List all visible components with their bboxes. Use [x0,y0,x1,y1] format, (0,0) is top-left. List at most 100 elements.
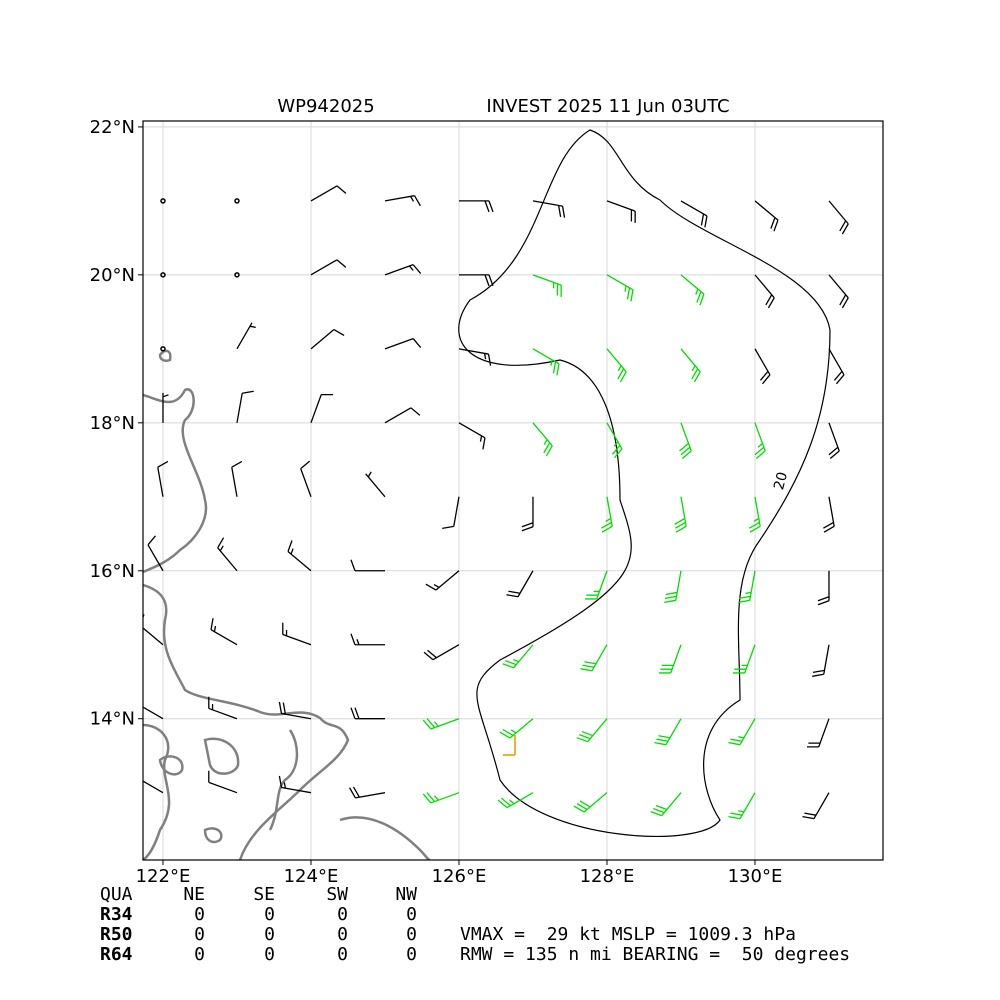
y-tick-label: 18°N [90,413,135,434]
wind-barb [680,200,708,228]
table-header: NW [395,884,417,905]
wind-barb [458,422,486,450]
plot-frame [142,120,884,861]
wind-barb [365,471,386,498]
wind-barb [754,274,775,309]
wind-barb [606,422,623,459]
wind-barb [384,263,422,276]
wind-barb [310,328,345,350]
x-tick-label: 130°E [728,866,783,887]
wind-barb [828,200,849,235]
coastlines [143,349,431,860]
wind-barb [162,392,169,423]
plot-area [143,121,883,860]
calm-marker [234,272,240,278]
wind-barb [812,644,830,677]
wind-barb [384,407,421,424]
wind-barb [208,696,238,720]
contour [458,129,831,837]
wind-barb [606,200,636,223]
info-line: VMAX = 29 kt MSLP = 1009.3 hPa [460,924,796,945]
wind-barb [802,792,830,820]
barbs [143,185,849,820]
chart-title-right: INVEST 2025 11 Jun 03UTC [486,96,729,117]
table-row-label: R34 [100,904,133,925]
wind-barb [236,322,256,350]
table-header: NE [183,884,205,905]
table-cell: 0 [194,924,205,945]
x-tick-label: 126°E [432,866,487,887]
wind-barb [423,644,460,661]
wind-barb [823,496,835,533]
wind-barb [664,570,682,603]
table-cell: 0 [264,904,275,925]
table-cell: 0 [337,904,348,925]
wind-barb [300,460,312,498]
wind-barb [532,274,562,297]
wind-barb [282,622,312,646]
wind-barb [210,618,238,646]
calm-marker [160,198,166,204]
table-cell: 0 [406,904,417,925]
y-tick-label: 20°N [90,265,135,286]
wind-barb [828,274,849,309]
wind-barb [497,792,534,809]
wind-barb [425,570,460,591]
wind-barb [143,706,164,720]
wind-barb [580,644,608,672]
table-header: QUA [100,884,133,905]
table-row-label: R64 [100,944,133,965]
wind-barb [576,718,608,743]
wind-barb [458,348,492,366]
wind-barb [310,185,347,202]
wind-barb [422,792,460,804]
wind-barb [754,200,779,232]
wind-barb [680,348,701,383]
wind-barb [650,792,682,817]
table-header: SW [326,884,348,905]
wind-barb [817,570,830,606]
wind-barb [350,707,385,720]
chart-title-left: WP942025 [277,96,374,117]
x-tick-label: 124°E [284,866,339,887]
wind-barb [231,460,243,497]
wind-barb [287,540,312,572]
center-marker [503,735,516,756]
calm-marker [234,198,240,204]
wind-barb [217,537,238,572]
wind-barb [157,460,169,497]
table-header: SE [253,884,275,905]
wind-barb [502,644,534,669]
table-cell: 0 [264,924,275,945]
wind-barb [499,718,534,739]
wind-barb [532,200,566,218]
table-cell: 0 [337,944,348,965]
wind-barb [278,701,312,720]
wind-barb [728,792,756,820]
wind-barb [606,274,634,302]
wind-barb [236,390,254,423]
wind-barb [807,718,830,748]
wind-barb [738,570,756,603]
wind-barb [384,195,421,207]
table-cell: 0 [337,924,348,945]
wind-barb [601,496,613,533]
wind-barb [728,718,756,746]
wind-barb [679,422,692,460]
y-tick-label: 22°N [90,117,135,138]
wind-barb [754,348,771,385]
wind-barb [310,393,333,424]
wind-barb [208,770,238,794]
table-cell: 0 [194,944,205,965]
contour-label: 20 [771,470,791,491]
wind-barb [349,786,386,799]
wind-barb [458,274,494,287]
table-cell: 0 [406,924,417,945]
wind-barb [278,775,312,794]
x-tick-label: 122°E [136,866,191,887]
x-tick-label: 128°E [580,866,635,887]
grid [143,121,883,860]
y-tick-label: 14°N [90,709,135,730]
wind-barb [733,644,756,674]
